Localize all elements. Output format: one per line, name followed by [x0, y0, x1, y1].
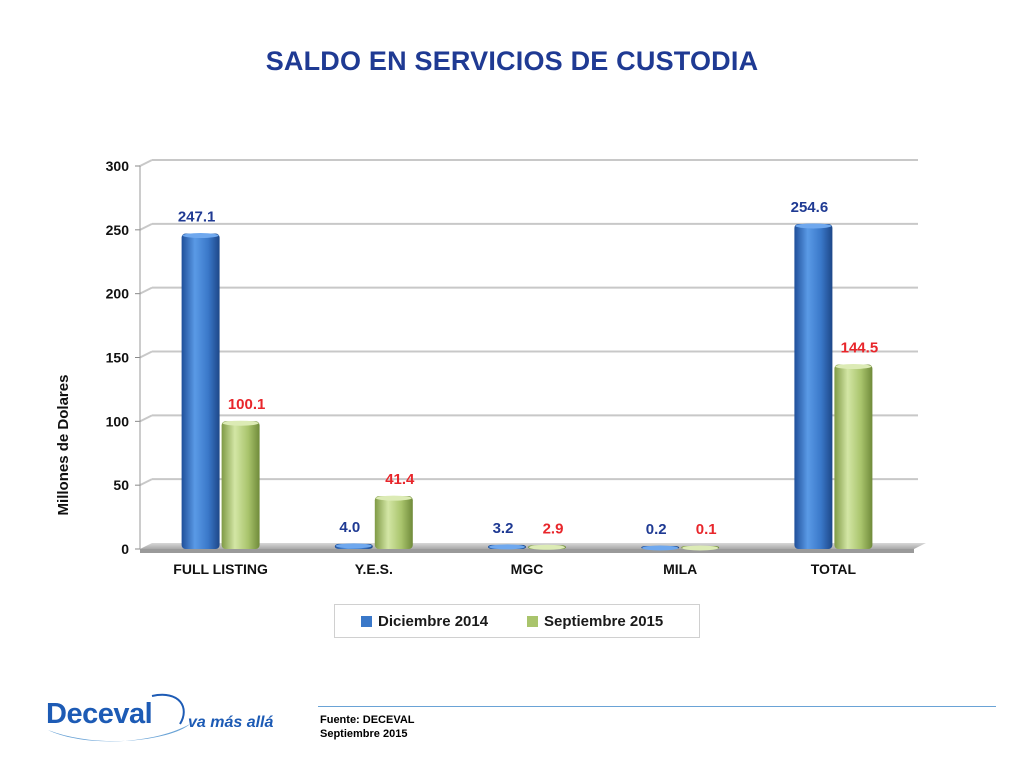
y-tick-label: 200 [106, 286, 130, 302]
gridline-depth [139, 414, 153, 423]
page-title: SALDO EN SERVICIOS DE CUSTODIA [265, 46, 759, 76]
bar-septiembre-2015 [221, 421, 260, 549]
bar-septiembre-2015 [374, 496, 413, 549]
y-tick-label: 100 [106, 413, 130, 429]
bar-top [489, 544, 525, 550]
data-label: 0.2 [646, 521, 667, 538]
y-tick-label: 250 [106, 222, 130, 238]
bar-top [375, 495, 412, 501]
logo-swoosh-icon [48, 693, 190, 742]
x-tick-label: Y.E.S. [355, 561, 393, 577]
bar-top [835, 364, 872, 370]
gridline-depth [139, 478, 153, 487]
bar-top [335, 543, 372, 549]
bar-top [182, 233, 219, 239]
data-label: 254.6 [791, 199, 829, 216]
bar-top [222, 420, 259, 426]
footer-divider [318, 706, 996, 707]
y-axis-title-wrap: Millones de Dolares [18, 300, 108, 516]
chart-legend: Diciembre 2014 Septiembre 2015 [334, 604, 700, 638]
bar-top [682, 545, 719, 551]
y-tick-label: 0 [121, 541, 129, 557]
bar-top [529, 544, 565, 550]
legend-swatch-green [527, 616, 538, 627]
legend-label: Septiembre 2015 [544, 613, 664, 630]
deceval-logo: Deceval va más allá [40, 688, 280, 748]
gridline-depth [139, 159, 153, 167]
source-line-1: Fuente: DECEVAL [320, 714, 415, 726]
data-label: 41.4 [385, 471, 415, 488]
source-note: Fuente: DECEVAL Septiembre 2015 [320, 713, 415, 741]
logo-slogan: va más allá [188, 714, 274, 731]
y-tick-label: 50 [113, 477, 129, 493]
data-label: 4.0 [339, 519, 360, 536]
data-labels: 247.1 100.1 4.0 41.4 3.2 2.9 0.2 0.1 254.6 144.5 [178, 199, 878, 538]
gridlines [139, 159, 918, 487]
y-tick-label: 300 [106, 158, 130, 174]
y-axis-title: Millones de Dolares [55, 375, 72, 516]
bar-chart: 0 50 100 150 200 250 300 FULL LISTING Y.E.S. MGC M… [106, 158, 926, 577]
x-tick-label: TOTAL [811, 561, 857, 577]
bar-top [642, 545, 679, 551]
legend-item-diciembre-2014: Diciembre 2014 [361, 613, 488, 630]
bar-top [795, 223, 832, 229]
x-tick-label: FULL LISTING [173, 561, 268, 577]
legend-swatch-blue [361, 616, 372, 627]
bar-diciembre-2014 [794, 223, 833, 549]
chart-floor-edge [140, 549, 914, 553]
gridline-depth [139, 286, 153, 295]
logo-wordmark: Deceval [46, 698, 153, 730]
legend-label: Diciembre 2014 [378, 613, 489, 630]
data-label: 100.1 [228, 396, 266, 413]
gridline-depth [139, 350, 153, 359]
gridline-depth [139, 222, 153, 231]
data-label: 0.1 [696, 521, 717, 538]
bars [181, 223, 873, 551]
y-tick-label: 150 [106, 350, 130, 366]
data-label: 2.9 [543, 520, 564, 537]
bar-diciembre-2014 [181, 233, 220, 550]
data-label: 3.2 [493, 520, 514, 537]
x-tick-label: MILA [663, 561, 697, 577]
x-tick-label: MGC [511, 561, 544, 577]
bar-septiembre-2015 [834, 364, 873, 549]
legend-item-septiembre-2015: Septiembre 2015 [527, 613, 663, 630]
data-label: 247.1 [178, 209, 216, 226]
data-label: 144.5 [841, 340, 879, 357]
source-line-2: Septiembre 2015 [320, 728, 408, 740]
